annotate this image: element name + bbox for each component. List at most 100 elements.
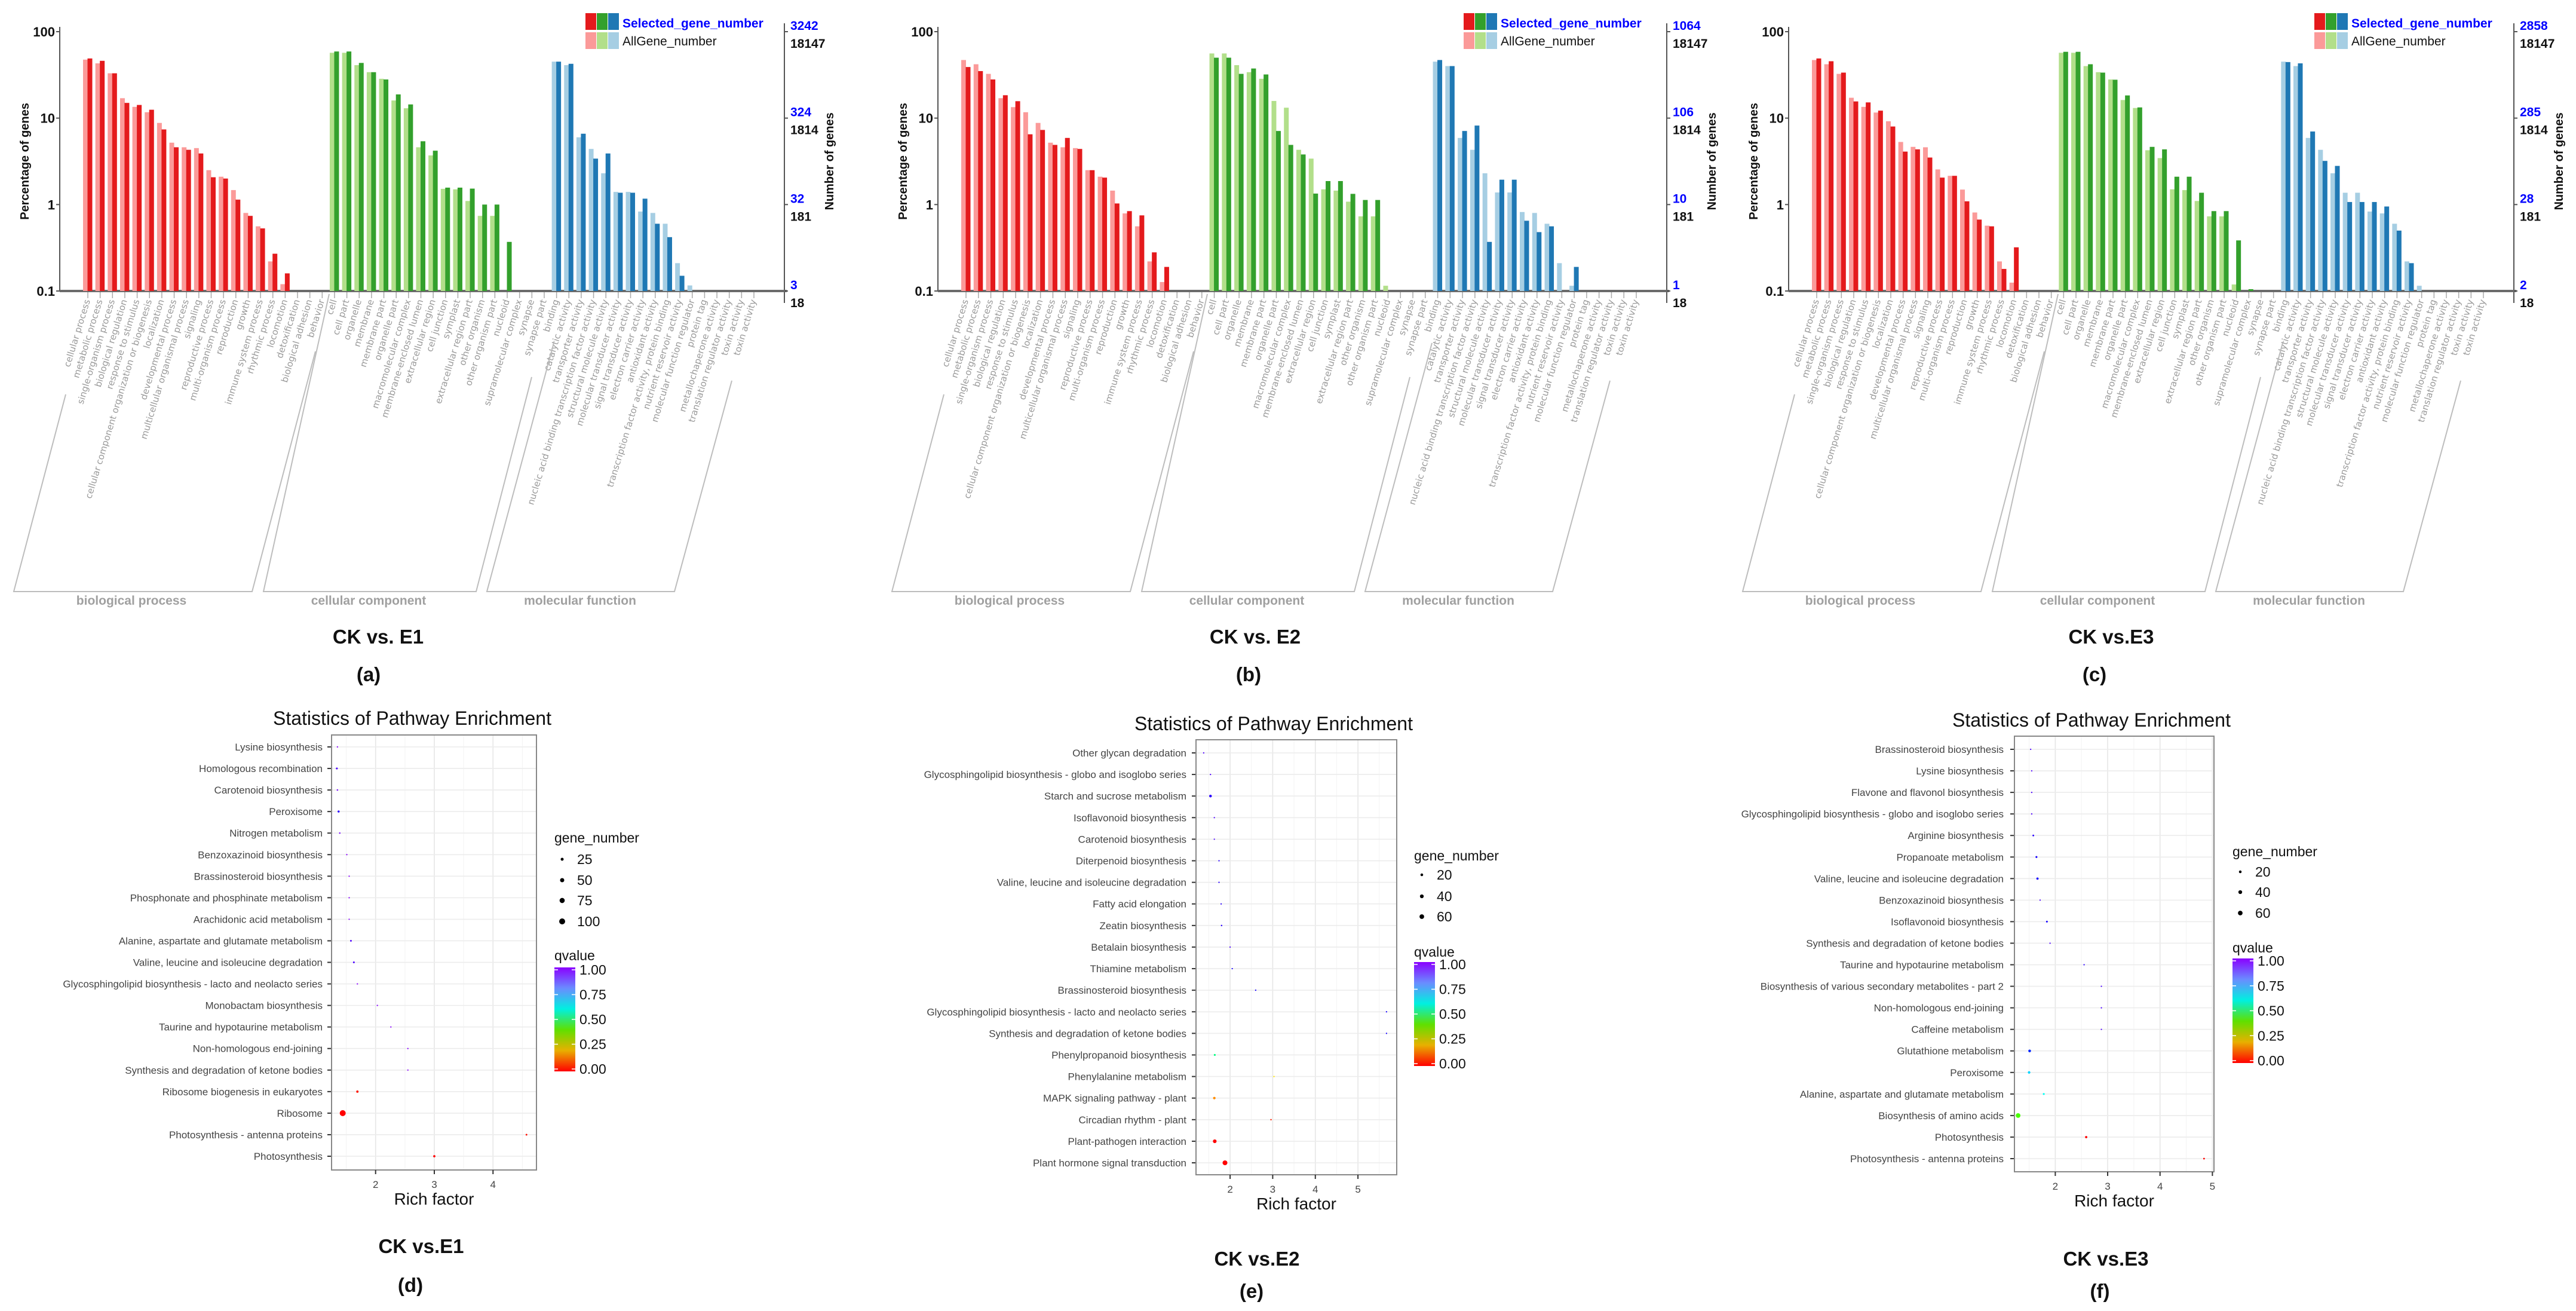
bar-selected-genes	[630, 192, 636, 291]
x-tick-label: 4	[1312, 1184, 1318, 1195]
bar-all-genes	[2392, 223, 2397, 291]
legend-selected-label: Selected_gene_number	[622, 17, 763, 30]
size-legend-dot	[2238, 870, 2242, 874]
bar-all-genes	[1358, 216, 1363, 291]
legend-all-label: AllGene_number	[622, 35, 717, 48]
color-legend-title: qvalue	[554, 948, 595, 963]
bar-selected-genes	[384, 79, 389, 292]
pathway-point	[2031, 792, 2033, 794]
color-legend-title: qvalue	[2232, 940, 2273, 955]
pathway-point	[2100, 985, 2102, 987]
bar-selected-genes	[421, 141, 425, 291]
pathway-label: Valine, leucine and isoleucine degradati…	[1814, 873, 2004, 884]
bar-selected-genes	[2014, 247, 2019, 291]
pathway-label: Glycosphingolipid biosynthesis - globo a…	[1741, 808, 2004, 820]
bar-selected-genes	[990, 79, 996, 292]
y2-axis-title: Number of genes	[1706, 112, 1719, 210]
pathway-label: Zeatin biosynthesis	[1099, 920, 1186, 932]
bar-selected-genes	[198, 153, 204, 291]
bar-all-genes	[1910, 146, 1916, 291]
colorbar-label: 0.25	[579, 1037, 606, 1052]
bar-selected-genes	[1940, 177, 1945, 291]
bar-all-genes	[663, 223, 668, 291]
legend-swatch-selected	[1475, 13, 1486, 30]
legend-swatch-selected	[597, 13, 608, 30]
bar-selected-genes	[482, 204, 487, 291]
y2-tick-label-all: 18147	[790, 37, 825, 51]
bar-selected-genes	[358, 63, 364, 291]
pathway-point	[2100, 1007, 2102, 1009]
bar-selected-genes	[1915, 149, 1920, 291]
pathway-point	[2016, 1113, 2021, 1118]
y2-tick-label-selected: 3	[790, 278, 798, 292]
bar-all-genes	[1035, 122, 1041, 291]
pathway-point	[1213, 1053, 1216, 1056]
bar-all-genes	[379, 78, 384, 291]
bar-all-genes	[2379, 213, 2385, 291]
bar-selected-genes	[334, 51, 339, 291]
pathway-point	[1222, 1160, 1228, 1166]
pathway-point	[2203, 1157, 2205, 1160]
bar-all-genes	[2059, 53, 2064, 291]
bar-all-genes	[2108, 79, 2113, 292]
bar-selected-genes	[507, 241, 512, 291]
bar-selected-genes	[137, 105, 142, 291]
go-group-bracket	[262, 293, 532, 592]
panel-caption: CK vs.E3	[2063, 1248, 2148, 1270]
bar-all-genes	[2405, 261, 2409, 291]
bar-selected-genes	[2359, 202, 2365, 291]
colorbar-label: 0.25	[1439, 1031, 1466, 1047]
pathway-label: Arginine biosynthesis	[1908, 830, 2004, 841]
bar-selected-genes	[2335, 166, 2340, 291]
bar-all-genes	[2182, 190, 2187, 291]
y-tick-label: 10	[919, 111, 933, 126]
bar-selected-genes	[1363, 200, 1368, 291]
y-tick-label: 0.1	[1765, 284, 1784, 299]
legend-swatch-all	[1486, 32, 1497, 49]
pathway-label: Alanine, aspartate and glutamate metabol…	[119, 935, 323, 947]
bar-selected-genes	[395, 94, 401, 291]
pathway-point	[1213, 1096, 1216, 1099]
bar-selected-genes	[2001, 269, 2007, 291]
pathway-point	[407, 1047, 409, 1049]
bar-all-genes	[182, 147, 187, 291]
y-tick-label: 1	[48, 197, 55, 212]
bar-selected-genes	[1114, 203, 1120, 291]
bar-all-genes	[1861, 106, 1866, 292]
bar-all-genes	[2342, 192, 2348, 291]
bar-selected-genes	[1537, 232, 1542, 291]
bar-selected-genes	[1989, 226, 1994, 291]
pathway-point	[346, 854, 348, 856]
legend-swatch-selected	[2337, 13, 2348, 30]
pathway-label: Other glycan degradation	[1072, 748, 1186, 759]
pathway-label: Valine, leucine and isoleucine degradati…	[133, 957, 323, 969]
bar-all-genes	[1985, 225, 1990, 291]
bar-selected-genes	[978, 71, 983, 291]
pathway-point	[2046, 920, 2048, 923]
bar-all-genes	[342, 53, 347, 291]
bar-all-genes	[243, 213, 249, 291]
go-group-label: cellular component	[2040, 594, 2155, 608]
plot-panel	[2014, 736, 2214, 1172]
panel-caption: CK vs.E2	[1214, 1248, 1299, 1270]
bar-all-genes	[1346, 201, 1351, 291]
bar-all-genes	[2071, 53, 2076, 291]
pathway-label: Fatty acid elongation	[1093, 899, 1186, 910]
y-tick-label: 10	[41, 111, 55, 126]
pathway-point	[390, 1026, 392, 1028]
bar-all-genes	[2207, 216, 2212, 291]
bar-all-genes	[1836, 73, 1842, 292]
pathway-label: Flavone and flavonol biosynthesis	[1851, 787, 2004, 798]
bar-all-genes	[2305, 137, 2311, 291]
size-legend-value: 40	[1437, 889, 1452, 904]
bar-selected-genes	[1474, 125, 1480, 291]
legend-swatch-all	[2326, 32, 2336, 49]
bar-selected-genes	[1251, 68, 1256, 291]
y2-tick-label-all: 181	[1673, 210, 1694, 223]
pathway-point	[2036, 877, 2039, 880]
y-axis-title: Percentage of genes	[1747, 103, 1761, 220]
size-legend-value: 75	[577, 893, 593, 908]
y2-tick-label-selected: 106	[1673, 106, 1694, 120]
pathway-label: Brassinosteroid biosynthesis	[194, 871, 323, 882]
size-legend-value: 60	[1437, 909, 1452, 924]
